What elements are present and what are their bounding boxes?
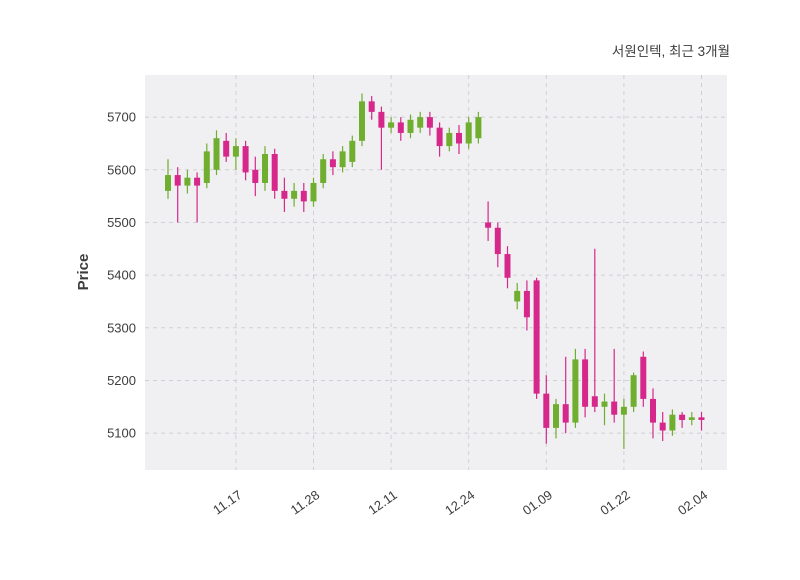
candle-body bbox=[659, 422, 666, 431]
candle-body bbox=[281, 190, 288, 199]
candle-body bbox=[553, 404, 559, 428]
candle-body bbox=[582, 359, 589, 407]
candle-body bbox=[562, 404, 569, 423]
candle-body bbox=[514, 290, 521, 302]
candle-body bbox=[213, 138, 220, 170]
candle-body bbox=[543, 393, 550, 428]
candle-body bbox=[223, 140, 230, 157]
x-tick-label: 11.17 bbox=[210, 487, 244, 517]
candle-body bbox=[426, 117, 433, 128]
candle-body bbox=[320, 159, 327, 183]
candle-body bbox=[397, 122, 404, 133]
y-tick-label: 5400 bbox=[107, 268, 136, 283]
candle-body bbox=[456, 132, 462, 144]
x-tick-label: 01.09 bbox=[520, 487, 555, 518]
candle-body bbox=[688, 417, 695, 420]
candle-body bbox=[504, 254, 511, 278]
x-tick-label: 02.04 bbox=[675, 487, 710, 518]
candle-body bbox=[242, 146, 249, 173]
x-tick-label: 12.24 bbox=[442, 487, 477, 518]
candle-body bbox=[291, 190, 298, 199]
x-tick-label: 11.28 bbox=[288, 487, 322, 517]
candle-body bbox=[485, 222, 492, 228]
candle-body bbox=[203, 151, 210, 183]
candles bbox=[165, 93, 705, 449]
plot-area bbox=[145, 75, 727, 470]
y-tick-label: 5500 bbox=[107, 215, 136, 230]
candle-body bbox=[262, 154, 268, 183]
candle-body bbox=[640, 356, 647, 399]
candle-body bbox=[446, 132, 453, 147]
y-tick-label: 5700 bbox=[107, 110, 136, 125]
candle-body bbox=[679, 414, 686, 420]
candle-body bbox=[630, 375, 637, 407]
candle-body bbox=[611, 401, 618, 415]
candle-body bbox=[494, 227, 501, 255]
candle-body bbox=[194, 177, 201, 186]
candle-body bbox=[417, 117, 424, 128]
candle-body bbox=[339, 151, 346, 168]
candle-body bbox=[533, 280, 540, 394]
candle-body bbox=[252, 169, 259, 183]
candle-body bbox=[359, 101, 365, 141]
candle-body bbox=[650, 398, 656, 423]
candle-body bbox=[165, 175, 171, 191]
candle-body bbox=[465, 122, 472, 144]
candle-body bbox=[591, 396, 598, 407]
candle-body bbox=[174, 175, 181, 186]
y-tick-label: 5200 bbox=[107, 373, 136, 388]
candle-body bbox=[271, 154, 278, 191]
chart-title: 서원인텍, 최근 3개월 bbox=[612, 44, 730, 59]
candle-body bbox=[436, 127, 443, 147]
candle-body bbox=[349, 140, 356, 162]
x-tick-label: 01.22 bbox=[597, 487, 632, 518]
y-tick-label: 5300 bbox=[107, 320, 136, 335]
candle-body bbox=[669, 414, 676, 431]
candle-body bbox=[572, 359, 579, 423]
candle-body bbox=[620, 406, 627, 415]
candle-body bbox=[698, 417, 705, 420]
candle-body bbox=[475, 117, 482, 139]
candle-body bbox=[601, 401, 608, 407]
candle-body bbox=[388, 122, 395, 128]
candle-body bbox=[368, 101, 375, 112]
candle-body bbox=[310, 182, 317, 202]
candle-body bbox=[523, 290, 530, 318]
candle-body bbox=[329, 159, 336, 168]
y-tick-label: 5600 bbox=[107, 162, 136, 177]
x-tick-label: 12.11 bbox=[365, 487, 399, 517]
candle-body bbox=[407, 119, 414, 133]
candle-body bbox=[378, 111, 385, 128]
candle-body bbox=[232, 146, 239, 157]
y-axis-label: Price bbox=[75, 254, 92, 291]
y-tick-label: 5100 bbox=[107, 426, 136, 441]
candle-body bbox=[300, 190, 307, 202]
candle-body bbox=[184, 177, 191, 186]
